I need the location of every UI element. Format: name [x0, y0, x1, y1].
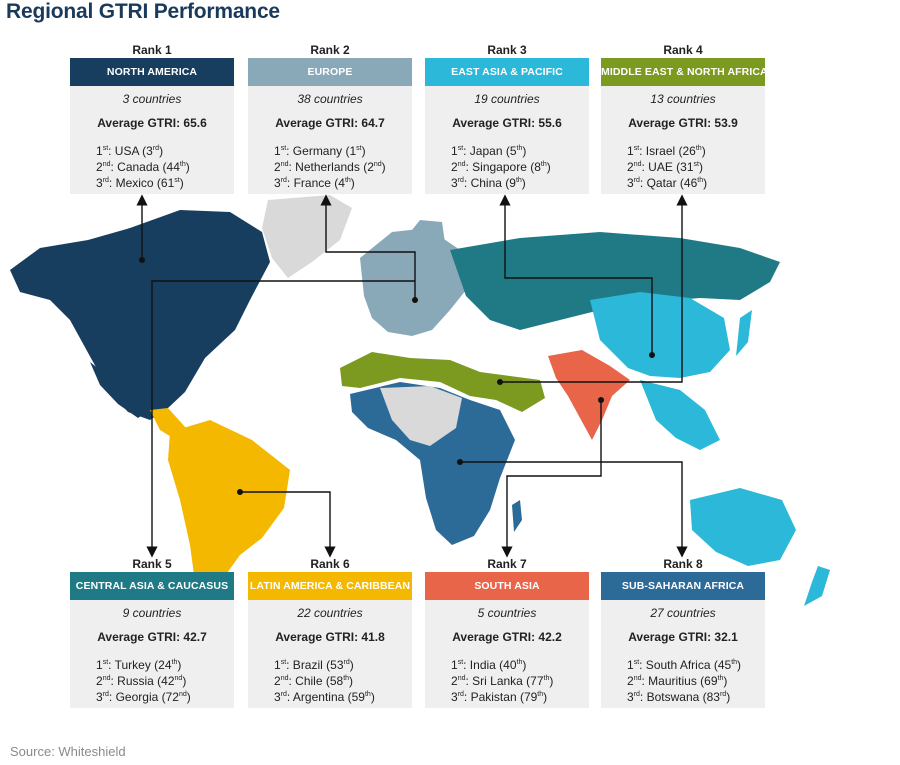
top-country: 2nd: Russia (42nd) [96, 674, 187, 688]
page-title: Regional GTRI Performance [6, 0, 280, 23]
country-count: 38 countries [297, 92, 363, 106]
region-name: MIDDLE EAST & NORTH AFRICA [601, 58, 768, 86]
country-count: 27 countries [650, 606, 716, 620]
rank-label: Rank 5 [132, 557, 172, 571]
top-country: 2nd: Singapore (8th) [451, 160, 551, 174]
australia-shape [690, 488, 796, 566]
region-card: Rank 2 EUROPE 38 countries Average GTRI: 64… [248, 42, 412, 194]
top-country: 1st: India (40th) [451, 658, 527, 672]
region-card: Rank 1 NORTH AMERICA 3 countries Average GT… [70, 42, 234, 194]
region-name: NORTH AMERICA [70, 58, 234, 86]
top-country: 2nd: Mauritius (69th) [627, 674, 728, 688]
top-country: 3rd: France (4th) [274, 176, 355, 190]
average-gtri: Average GTRI: 53.9 [628, 116, 738, 130]
average-gtri: Average GTRI: 55.6 [452, 116, 562, 130]
north-america-shape [10, 210, 270, 420]
top-country: 3rd: China (9th) [451, 176, 526, 190]
country-count: 3 countries [122, 92, 182, 106]
region-name: CENTRAL ASIA & CAUCASUS [70, 572, 234, 600]
sub-saharan-africa-shape [350, 382, 515, 545]
region-body: 13 countries Average GTRI: 53.9 1st: Israe… [601, 86, 765, 194]
top-country: 1st: Brazil (53rd) [274, 658, 354, 672]
connector-east-asia [499, 194, 653, 355]
rank-label: Rank 6 [310, 557, 350, 571]
rank-label: Rank 2 [310, 43, 350, 57]
new-zealand-shape [804, 566, 830, 606]
country-count: 22 countries [297, 606, 363, 620]
rank-label: Rank 1 [132, 43, 172, 57]
region-body: 3 countries Average GTRI: 65.6 1st: USA (3… [70, 86, 234, 194]
average-gtri: Average GTRI: 42.2 [452, 630, 562, 644]
top-country: 1st: Turkey (24th) [96, 658, 182, 672]
top-country: 2nd: Sri Lanka (77th) [451, 674, 554, 688]
top-country: 1st: USA (3rd) [96, 144, 164, 158]
scandinavia-shape [400, 220, 446, 266]
madagascar-shape [512, 500, 522, 532]
top-country: 3rd: Qatar (46th) [627, 176, 708, 190]
source-note: Source: Whiteshield [10, 744, 126, 759]
top-country: 3rd: Pakistan (79th) [451, 690, 548, 704]
top-country: 2nd: Netherlands (2nd) [274, 160, 386, 174]
region-body: 5 countries Average GTRI: 42.2 1st: India … [425, 600, 589, 708]
region-name: SOUTH ASIA [425, 572, 589, 600]
region-card: Rank 3 EAST ASIA & PACIFIC 19 countries Ave… [425, 42, 589, 194]
south-asia-shape [548, 350, 630, 440]
mexico-shape [90, 362, 150, 418]
top-country: 1st: Israel (26th) [627, 144, 706, 158]
average-gtri: Average GTRI: 32.1 [628, 630, 738, 644]
rank-label: Rank 8 [663, 557, 703, 571]
top-country: 3rd: Mexico (61st) [96, 176, 184, 190]
top-country: 3rd: Botswana (83rd) [627, 690, 731, 704]
region-card: Rank 8 SUB-SAHARAN AFRICA 27 countries Aver… [601, 556, 765, 708]
region-name: SUB-SAHARAN AFRICA [601, 572, 765, 600]
connector-sub-saharan [460, 461, 688, 558]
rank-label: Rank 3 [487, 43, 527, 57]
region-name: LATIN AMERICA & CARIBBEAN [248, 572, 412, 600]
japan-shape [736, 310, 752, 356]
south-america-shape [168, 420, 290, 620]
top-country: 3rd: Georgia (72nd) [96, 690, 191, 704]
region-body: 38 countries Average GTRI: 64.7 1st: Germa… [248, 86, 412, 194]
region-name: EAST ASIA & PACIFIC [425, 58, 589, 86]
connector-south-asia [501, 400, 602, 558]
average-gtri: Average GTRI: 42.7 [97, 630, 207, 644]
average-gtri: Average GTRI: 64.7 [275, 116, 385, 130]
country-count: 9 countries [122, 606, 182, 620]
central-asia-shape [450, 232, 780, 330]
region-body: 22 countries Average GTRI: 41.8 1st: Brazi… [248, 600, 412, 708]
country-count: 19 countries [474, 92, 540, 106]
east-asia-shape [590, 292, 730, 378]
top-country: 3rd: Argentina (59th) [274, 690, 375, 704]
region-card: Rank 6 LATIN AMERICA & CARIBBEAN 22 countr… [248, 556, 412, 708]
region-card: Rank 7 SOUTH ASIA 5 countries Average GTRI:… [425, 556, 589, 708]
connector-europe [320, 194, 416, 300]
rank-label: Rank 4 [663, 43, 703, 57]
average-gtri: Average GTRI: 65.6 [97, 116, 207, 130]
country-count: 13 countries [650, 92, 716, 106]
top-country: 2nd: Canada (44th) [96, 160, 190, 174]
region-body: 27 countries Average GTRI: 32.1 1st: South… [601, 600, 765, 708]
mena-shape [340, 352, 545, 412]
greenland-shape [262, 195, 352, 278]
connector-mena [500, 194, 688, 383]
top-country: 1st: Germany (1st) [274, 144, 366, 158]
region-name: EUROPE [248, 58, 412, 86]
region-card: Rank 4 MIDDLE EAST & NORTH AFRICA 13 count… [601, 42, 768, 194]
region-card: Rank 5 CENTRAL ASIA & CAUCASUS 9 countries… [70, 556, 234, 708]
region-body: 19 countries Average GTRI: 55.6 1st: Japan… [425, 86, 589, 194]
average-gtri: Average GTRI: 41.8 [275, 630, 385, 644]
southeast-asia-shape [640, 380, 720, 450]
connector-central-asia [146, 280, 415, 558]
top-country: 2nd: Chile (58th) [274, 674, 354, 688]
region-body: 9 countries Average GTRI: 42.7 1st: Turkey… [70, 600, 234, 708]
rank-label: Rank 7 [487, 557, 527, 571]
top-country: 1st: South Africa (45th) [627, 658, 742, 672]
top-country: 1st: Japan (5th) [451, 144, 527, 158]
country-count: 5 countries [477, 606, 537, 620]
connector-latin-america [240, 491, 336, 558]
top-country: 2nd: UAE (31st) [627, 160, 703, 174]
africa-gray-shape [380, 386, 462, 446]
